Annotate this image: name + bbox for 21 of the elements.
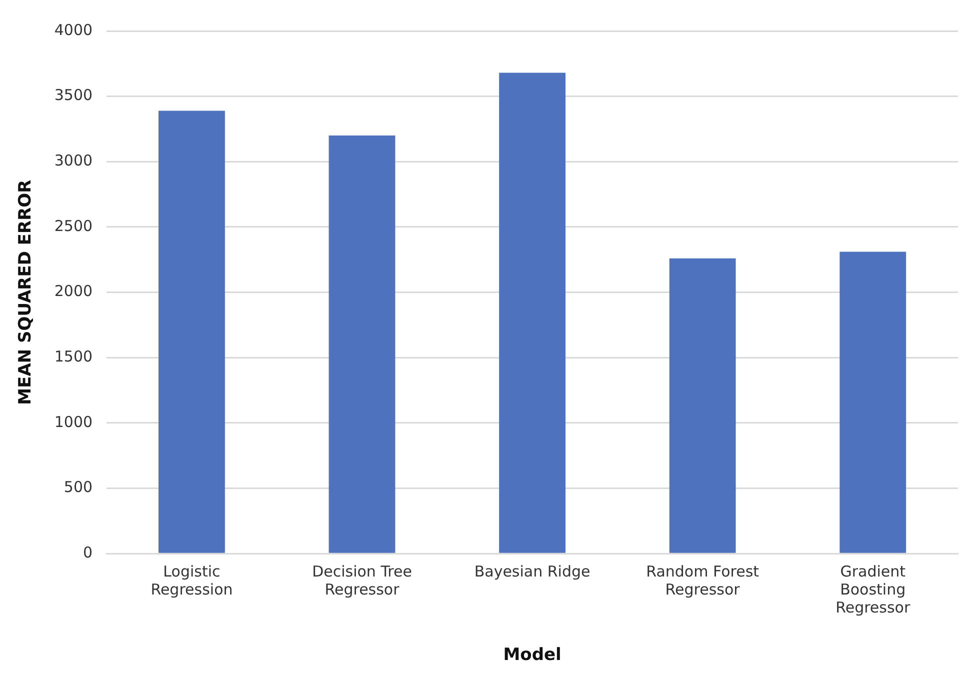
x-axis-title: Model <box>503 645 562 666</box>
bar <box>158 110 225 553</box>
y-tick-label: 3000 <box>54 152 93 170</box>
y-tick-label: 3500 <box>54 86 93 104</box>
y-tick-label: 1500 <box>54 348 93 366</box>
x-tick-label: Logistic Regression <box>150 562 233 598</box>
y-tick-label: 0 <box>83 543 93 562</box>
y-tick-label: 1000 <box>54 412 93 431</box>
x-tick-label: Gradient Boosting Regressor <box>836 562 911 616</box>
bar <box>328 136 396 553</box>
x-tick-label: Bayesian Ridge <box>474 562 590 580</box>
bar <box>669 258 736 553</box>
x-tick-label: Decision Tree Regressor <box>312 562 412 598</box>
y-tick-label: 4000 <box>54 20 93 39</box>
y-tick-label: 2500 <box>54 216 93 235</box>
y-tick-label: 2000 <box>54 282 93 300</box>
x-tick-label: Random Forest Regressor <box>646 562 760 598</box>
y-axis-title: MEAN SQUARED ERROR <box>16 180 36 405</box>
y-tick-label: 500 <box>64 478 93 496</box>
bar <box>840 252 906 553</box>
bar <box>499 72 566 553</box>
